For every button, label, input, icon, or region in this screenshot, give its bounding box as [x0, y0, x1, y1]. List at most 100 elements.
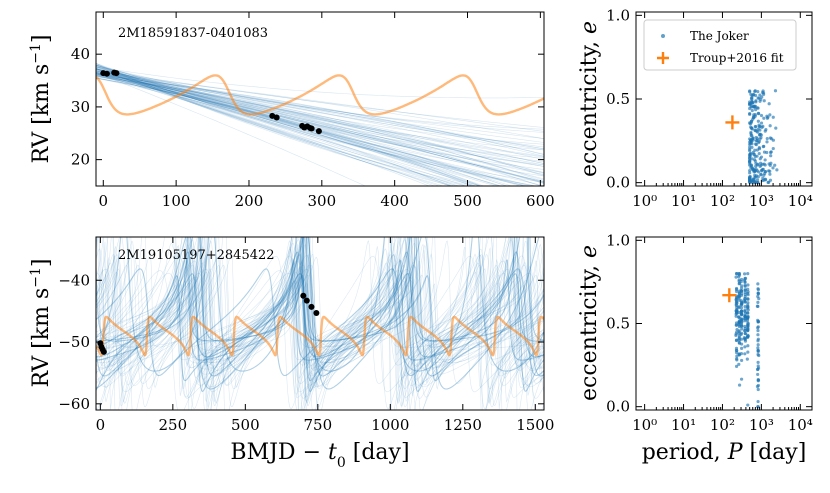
joker-sample-curve-top-5 — [96, 76, 507, 186]
joker-sample-curve-top-51 — [96, 69, 544, 151]
joker-sample-point-top-34 — [756, 89, 760, 94]
bottom-left-xtick-label-6: 1500 — [516, 416, 554, 434]
joker-sample-point-bottom-132 — [734, 364, 739, 368]
joker-sample-curve-top-66 — [96, 70, 497, 186]
joker-sample-point-bottom-95 — [756, 343, 760, 347]
top-right-ytick-label-1: 0.5 — [606, 90, 630, 108]
joker-sample-point-top-55 — [769, 161, 773, 165]
joker-sample-curve-bottom-16 — [96, 237, 544, 377]
joker-sample-curve-top-75 — [96, 66, 445, 186]
joker-sample-point-bottom-250 — [746, 327, 750, 331]
joker-sample-curve-top-42 — [96, 66, 544, 133]
joker-sample-point-top-196 — [773, 163, 777, 167]
joker-sample-point-bottom-220 — [746, 306, 750, 310]
joker-sample-curve-top-23 — [96, 69, 544, 128]
joker-sample-point-top-245 — [754, 138, 759, 143]
joker-sample-point-top-62 — [759, 121, 764, 125]
bottom-left-xtick-label-1: 250 — [159, 416, 188, 434]
joker-sample-point-bottom-146 — [740, 324, 744, 328]
joker-sample-point-top-6 — [750, 145, 754, 149]
joker-sample-curve-top-20 — [96, 66, 544, 167]
joker-sample-point-top-225 — [757, 123, 761, 127]
joker-sample-point-top-142 — [769, 150, 773, 154]
joker-sample-curve-bottom-39 — [96, 268, 544, 403]
joker-sample-curve-bottom-53 — [96, 253, 544, 389]
joker-sample-point-top-251 — [761, 145, 765, 149]
joker-sample-point-top-198 — [748, 121, 752, 125]
joker-sample-curve-top-35 — [96, 72, 544, 164]
joker-sample-point-bottom-227 — [756, 287, 760, 291]
bottom-left-xtick-label-0: 0 — [96, 416, 106, 434]
joker-sample-curve-top-76 — [96, 75, 473, 186]
joker-sample-curve-top-89 — [96, 68, 441, 186]
joker-sample-point-top-250 — [758, 157, 762, 161]
joker-sample-curve-top-55 — [96, 73, 544, 174]
joker-sample-point-top-191 — [771, 146, 775, 151]
joker-sample-point-bottom-38 — [740, 346, 744, 350]
joker-sample-point-bottom-162 — [735, 358, 739, 362]
top-left-xtick-label-4: 400 — [380, 192, 409, 210]
joker-sample-point-bottom-100 — [746, 322, 750, 326]
joker-sample-curve-bottom-36 — [96, 274, 544, 384]
joker-sample-curve-bottom-35 — [96, 237, 544, 389]
joker-sample-point-bottom-215 — [756, 364, 760, 368]
joker-sample-curve-bottom-27 — [96, 237, 544, 370]
bottom-right-xtick-label-4: 10⁴ — [788, 416, 813, 434]
joker-sample-curve-top-43 — [96, 69, 461, 186]
joker-sample-point-top-59 — [775, 168, 779, 172]
joker-sample-point-top-210 — [766, 180, 770, 185]
xlabel-bottom-left: BMJD − t0 [day] — [230, 440, 409, 471]
bottom-right-xtick-label-0: 10⁰ — [632, 416, 657, 434]
joker-sample-point-bottom-186 — [735, 305, 739, 310]
joker-sample-point-top-158 — [768, 124, 772, 128]
joker-sample-point-top-194 — [754, 164, 758, 169]
joker-sample-point-top-254 — [750, 167, 755, 172]
legend-marker-troup — [657, 52, 669, 64]
joker-sample-curve-top-63 — [96, 74, 544, 176]
rv-observation-top-3 — [113, 70, 120, 77]
joker-sample-curve-top-88 — [96, 74, 543, 186]
troup-fit-marker-top — [725, 115, 740, 130]
joker-sample-curve-top-19 — [96, 72, 459, 186]
bottom-left-ytick-label-1: −50 — [58, 333, 90, 351]
joker-sample-curve-top-72 — [96, 73, 431, 186]
joker-sample-point-top-212 — [748, 180, 752, 184]
joker-sample-curve-bottom-55 — [96, 283, 544, 391]
rv-curves-bottom — [96, 237, 544, 410]
joker-sample-curve-top-39 — [96, 67, 544, 157]
joker-sample-point-top-201 — [753, 169, 757, 173]
joker-sample-curve-bottom-54 — [96, 239, 544, 380]
joker-sample-curve-bottom-63 — [96, 264, 544, 410]
joker-sample-curve-top-33 — [96, 70, 544, 164]
troup-fit-marker-bottom — [722, 288, 737, 303]
joker-sample-point-top-242 — [761, 91, 766, 95]
top-left-xtick-label-2: 200 — [235, 192, 264, 210]
joker-sample-curve-bottom-5 — [96, 251, 544, 358]
joker-sample-point-bottom-222 — [734, 302, 738, 306]
panel-ecc-top: 10⁰ 10¹ 10² 10³ 10⁴ 0.0 0.5 1.0 eccentricity, e… — [577, 6, 813, 210]
panel-rv-bottom: 0 250 500 750 1000 1250 1500 −60 −50 −40 2M191051… — [28, 236, 554, 471]
star-id-bottom: 2M19105197+2845422 — [118, 248, 275, 263]
top-left-xtick-label-6: 600 — [526, 192, 555, 210]
joker-sample-point-bottom-199 — [737, 383, 742, 387]
joker-sample-point-bottom-155 — [756, 378, 760, 382]
joker-sample-curve-bottom-7 — [96, 237, 544, 390]
joker-sample-curve-bottom-68 — [96, 237, 544, 375]
joker-sample-point-top-68 — [771, 115, 775, 119]
bottom-right-ytick-label-1: 0.5 — [606, 315, 630, 333]
axes-frame-bottom-right — [635, 236, 813, 411]
joker-sample-point-top-61 — [762, 116, 766, 120]
joker-sample-point-bottom-257 — [756, 360, 760, 364]
joker-sample-curve-top-82 — [96, 77, 451, 186]
joker-sample-curve-top-45 — [96, 63, 544, 159]
joker-sample-point-bottom-229 — [737, 291, 742, 295]
joker-sample-point-bottom-142 — [746, 350, 750, 354]
joker-sample-curve-top-49 — [96, 70, 544, 150]
joker-sample-point-top-216 — [748, 102, 752, 106]
joker-sample-point-top-116 — [763, 129, 767, 133]
bottom-right-xtick-label-2: 10² — [710, 416, 735, 434]
joker-sample-point-bottom-93 — [743, 284, 747, 288]
joker-sample-curve-bottom-24 — [96, 272, 544, 398]
top-right-xtick-label-3: 10³ — [749, 192, 774, 210]
